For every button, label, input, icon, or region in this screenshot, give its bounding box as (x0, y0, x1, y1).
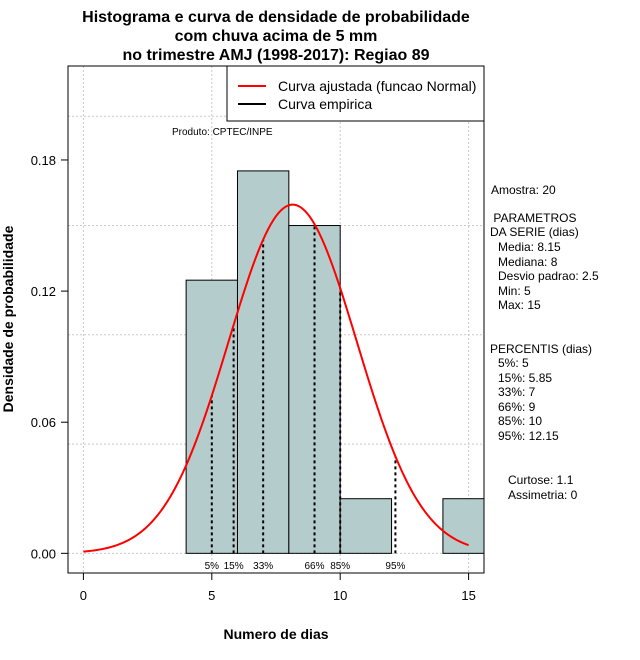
histogram-bar (339, 498, 393, 554)
histogram-bar (185, 279, 238, 554)
parameters-title: PARAMETROS DA SERIE (dias) (490, 211, 579, 239)
percentile-label: 66% (305, 561, 325, 572)
percentile-label: 5% (205, 561, 220, 572)
chart-text: 5% 15% 33% 66% 85% 95% 0 5 10 15 0.00 0.06 0.12 0.18 H… (0, 9, 476, 642)
y-tick-label: 0.06 (31, 415, 56, 430)
y-tick-label: 0.18 (31, 153, 56, 168)
x-tick-label: 5 (208, 588, 215, 603)
kurtosis-label: Curtose: 1.1 (508, 473, 574, 487)
percentile-label: 85% (330, 561, 350, 572)
sample-size-label: Amostra: 20 (491, 183, 556, 197)
y-axis-title: Densidade de probabilidade (0, 225, 16, 412)
chart-title-line: Histograma e curva de densidade de proba… (82, 9, 470, 26)
percentile-label: 33% (253, 561, 273, 572)
percentile-label: 15% (224, 561, 244, 572)
chart-title-line: com chuva acima de 5 mm (175, 28, 378, 45)
percentiles-list: 5%: 5 15%: 5.85 33%: 7 66%: 9 85%: 10 95… (498, 356, 559, 443)
parameters-list: Media: 8.15 Mediana: 8 Desvio padrao: 2.… (498, 240, 599, 313)
x-tick-label: 0 (80, 588, 87, 603)
legend-label: Curva empirica (278, 96, 372, 112)
legend-label: Curva ajustada (funcao Normal) (278, 78, 476, 94)
x-tick-label: 15 (461, 588, 475, 603)
x-tick-label: 10 (333, 588, 347, 603)
chart-title-line: no trimestre AMJ (1998-2017): Regiao 89 (122, 47, 429, 64)
skewness-label: Assimetria: 0 (508, 488, 578, 502)
y-tick-label: 0.12 (31, 284, 56, 299)
y-tick-label: 0.00 (31, 546, 56, 561)
normal-curve (83, 203, 469, 553)
normal-curve-line (83, 203, 469, 553)
histogram-bars (185, 170, 484, 554)
percentiles-title: PERCENTIS (dias) (490, 342, 593, 356)
product-credit: Produto: CPTEC/INPE (172, 127, 273, 138)
legend-box (226, 65, 485, 122)
x-axis-title: Numero de dias (223, 626, 328, 642)
percentile-label: 95% (385, 561, 405, 572)
legend: Curva ajustada (funcao Normal) Curva empi… (226, 65, 485, 122)
histogram-bar (236, 170, 290, 554)
percentile-lines (210, 224, 397, 554)
